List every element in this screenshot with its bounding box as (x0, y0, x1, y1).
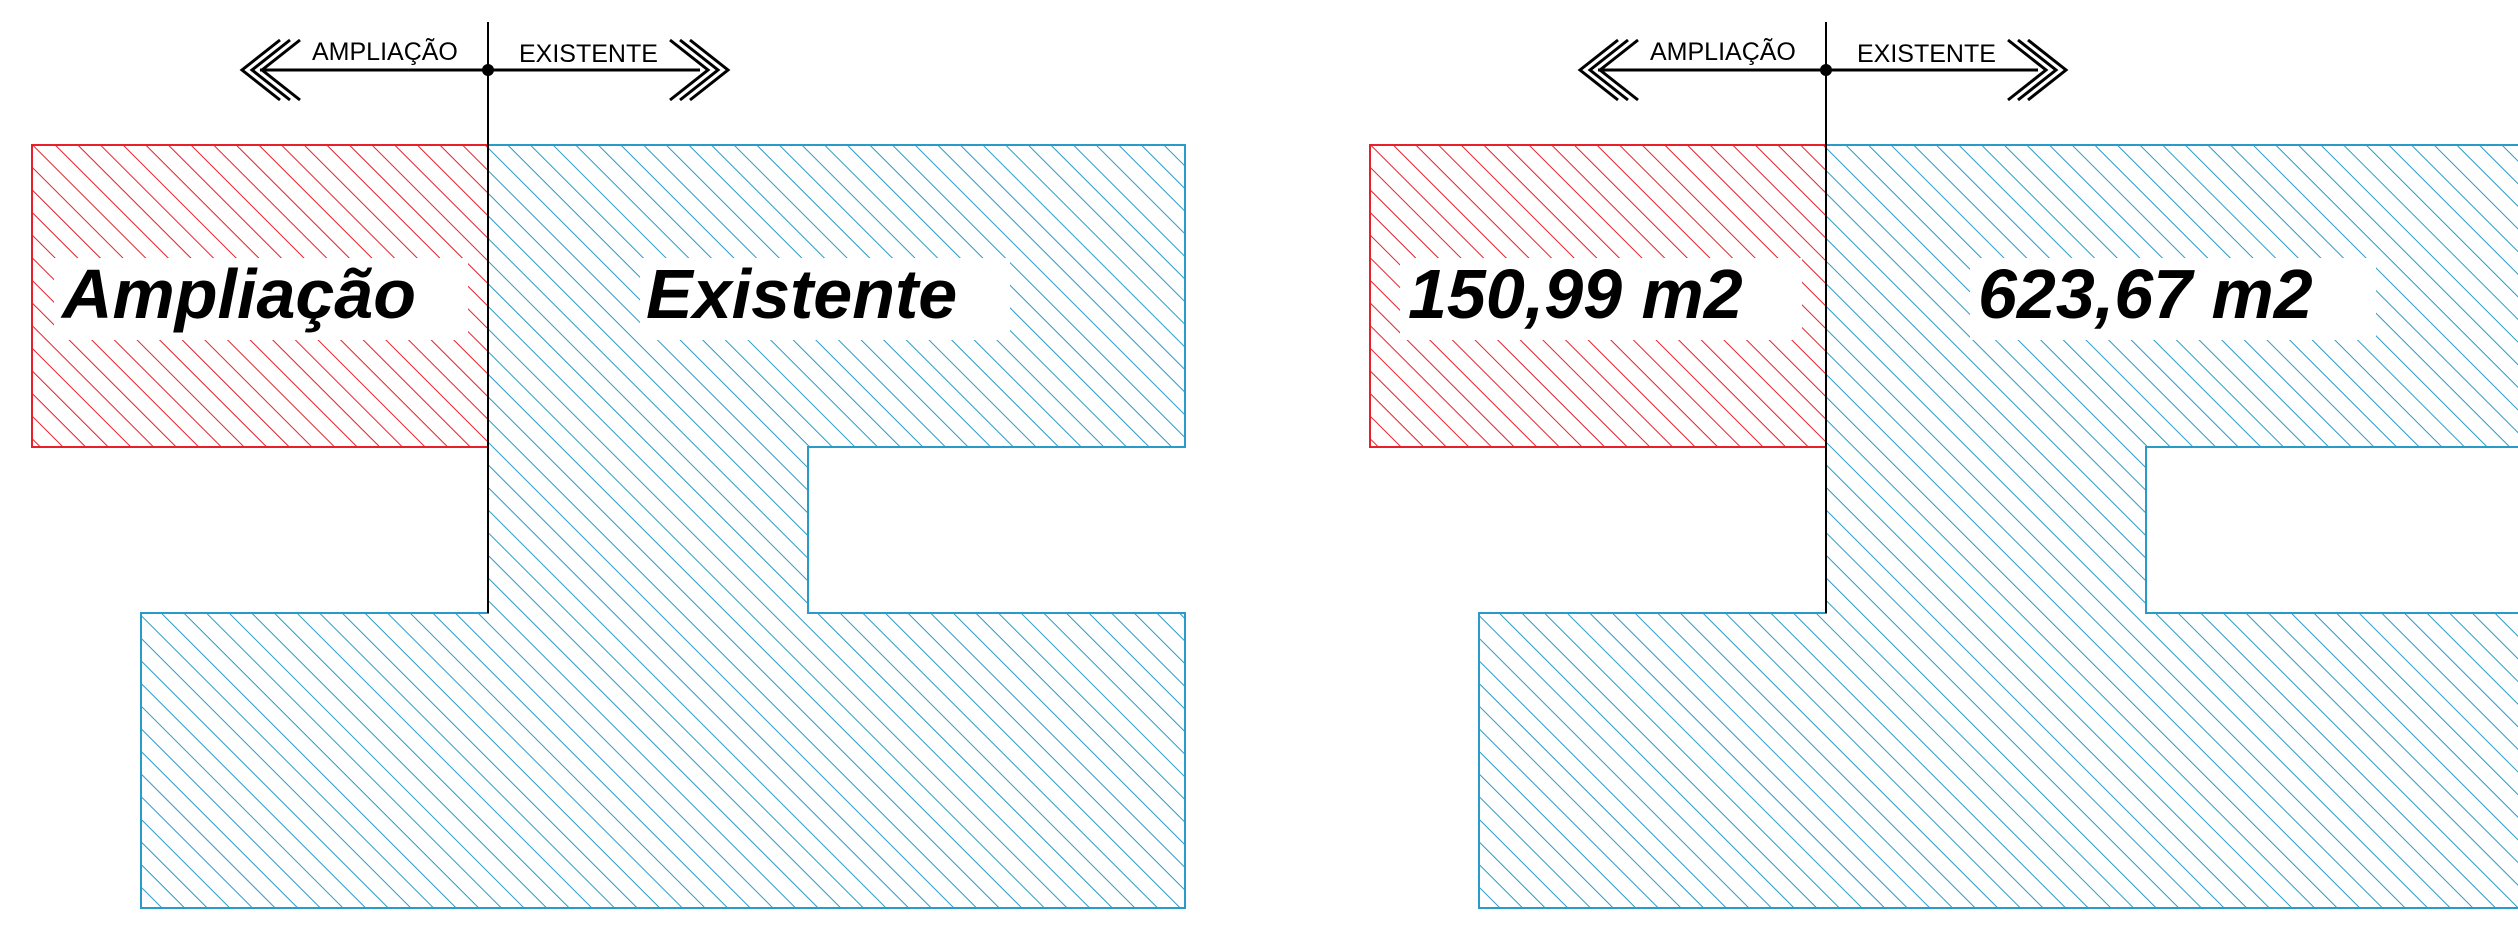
direction-arrow (239, 38, 731, 102)
direction-arrow (1577, 38, 2069, 102)
existente-label-backdrop (1970, 258, 2376, 340)
existente-label: 623,67 m2 (1978, 255, 2313, 333)
existente-label-backdrop (640, 258, 1010, 340)
panel-labels: AMPLIAÇÃO EXISTENTE Ampliação Existente (31, 22, 1186, 909)
arrow-right-label: EXISTENTE (519, 40, 658, 68)
arrow-left-label: AMPLIAÇÃO (312, 37, 458, 66)
panel-areas: AMPLIAÇÃO EXISTENTE 150,99 m2 623,67 m2 (1369, 22, 2518, 909)
ampliacao-label: 150,99 m2 (1408, 255, 1743, 333)
ampliacao-label: Ampliação (60, 255, 416, 333)
ampliacao-label-backdrop (54, 258, 468, 340)
arrow-left-label: AMPLIAÇÃO (1650, 37, 1796, 66)
arrow-right-label: EXISTENTE (1857, 40, 1996, 68)
existente-label: Existente (646, 255, 957, 333)
ampliacao-label-backdrop (1400, 258, 1802, 340)
